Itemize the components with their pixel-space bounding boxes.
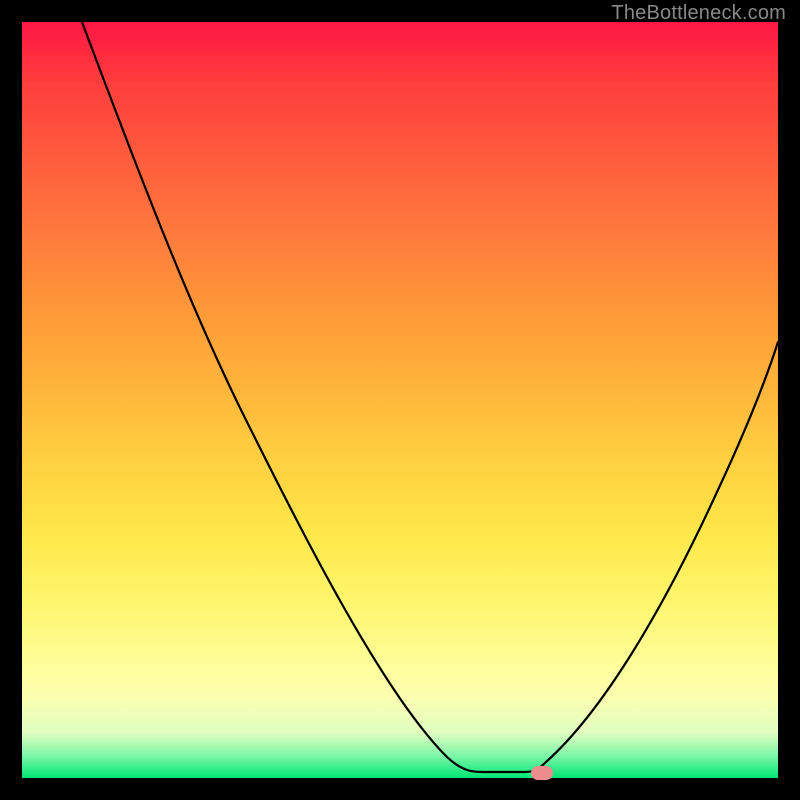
minimum-marker xyxy=(531,766,553,780)
bottleneck-curve xyxy=(22,22,778,778)
curve-path xyxy=(82,22,778,772)
watermark-text: TheBottleneck.com xyxy=(611,2,786,25)
